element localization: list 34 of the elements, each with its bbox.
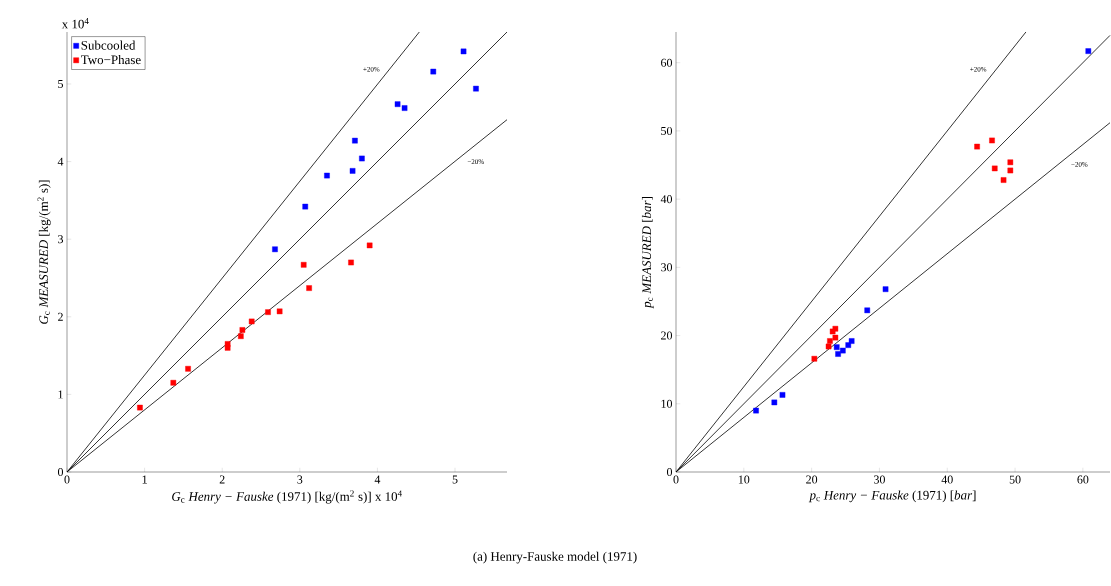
y-axis-title: G$_{c}$ MEASURED [kg/(m$^{2}$ s)] <box>37 180 51 324</box>
x-tick-label: 60 <box>1077 475 1089 484</box>
y-tick-label: 5 <box>58 80 64 88</box>
legend-label: Two−Phase <box>81 55 141 65</box>
x-tick-label: 0 <box>673 475 679 484</box>
x-tick-label: 40 <box>941 475 953 484</box>
y-tick-label: 30 <box>661 263 673 272</box>
y-tick-label: 10 <box>661 399 673 408</box>
y-tick-label: 1 <box>58 390 63 399</box>
text: x 10$^{4}$ <box>61 18 89 29</box>
x-tick-label: 20 <box>806 475 818 484</box>
y-tick-label: 2 <box>58 312 63 321</box>
x-tick-label: 50 <box>1009 475 1021 484</box>
y-tick-label: 0 <box>666 467 673 477</box>
y-tick-label: 3 <box>58 235 64 244</box>
x-axis-title: p$_{c}$ Henry − Fauske (1971) [bar] <box>808 490 976 503</box>
y-tick-label: 20 <box>661 331 673 340</box>
x-tick-label: 4 <box>374 475 381 484</box>
y-tick-label: 4 <box>57 157 64 166</box>
x-tick-label: 10 <box>738 475 750 484</box>
y-axis-title: p$_{c}$ MEASURED [bar] <box>641 197 654 309</box>
x-tick-label: 0 <box>64 475 70 484</box>
y-tick-label: 50 <box>661 126 673 135</box>
text: (a) Henry-Fauske model (1971) <box>473 551 637 564</box>
x-axis-title: G$_{c}$ Henry − Fauske (1971) [kg/(m$^{2}$ s)] x 10$^{4}$ <box>172 490 402 504</box>
y-tick-label: 0 <box>57 467 64 477</box>
y-tick-label: 60 <box>661 58 673 67</box>
x-tick-label: 5 <box>452 475 458 484</box>
y-tick-label: 40 <box>660 195 673 204</box>
x-tick-label: 1 <box>142 475 147 484</box>
x-tick-label: 3 <box>297 475 303 484</box>
x-tick-label: 30 <box>874 475 885 484</box>
x-tick-label: 2 <box>219 475 225 484</box>
legend-label: Subcooled <box>81 40 136 50</box>
